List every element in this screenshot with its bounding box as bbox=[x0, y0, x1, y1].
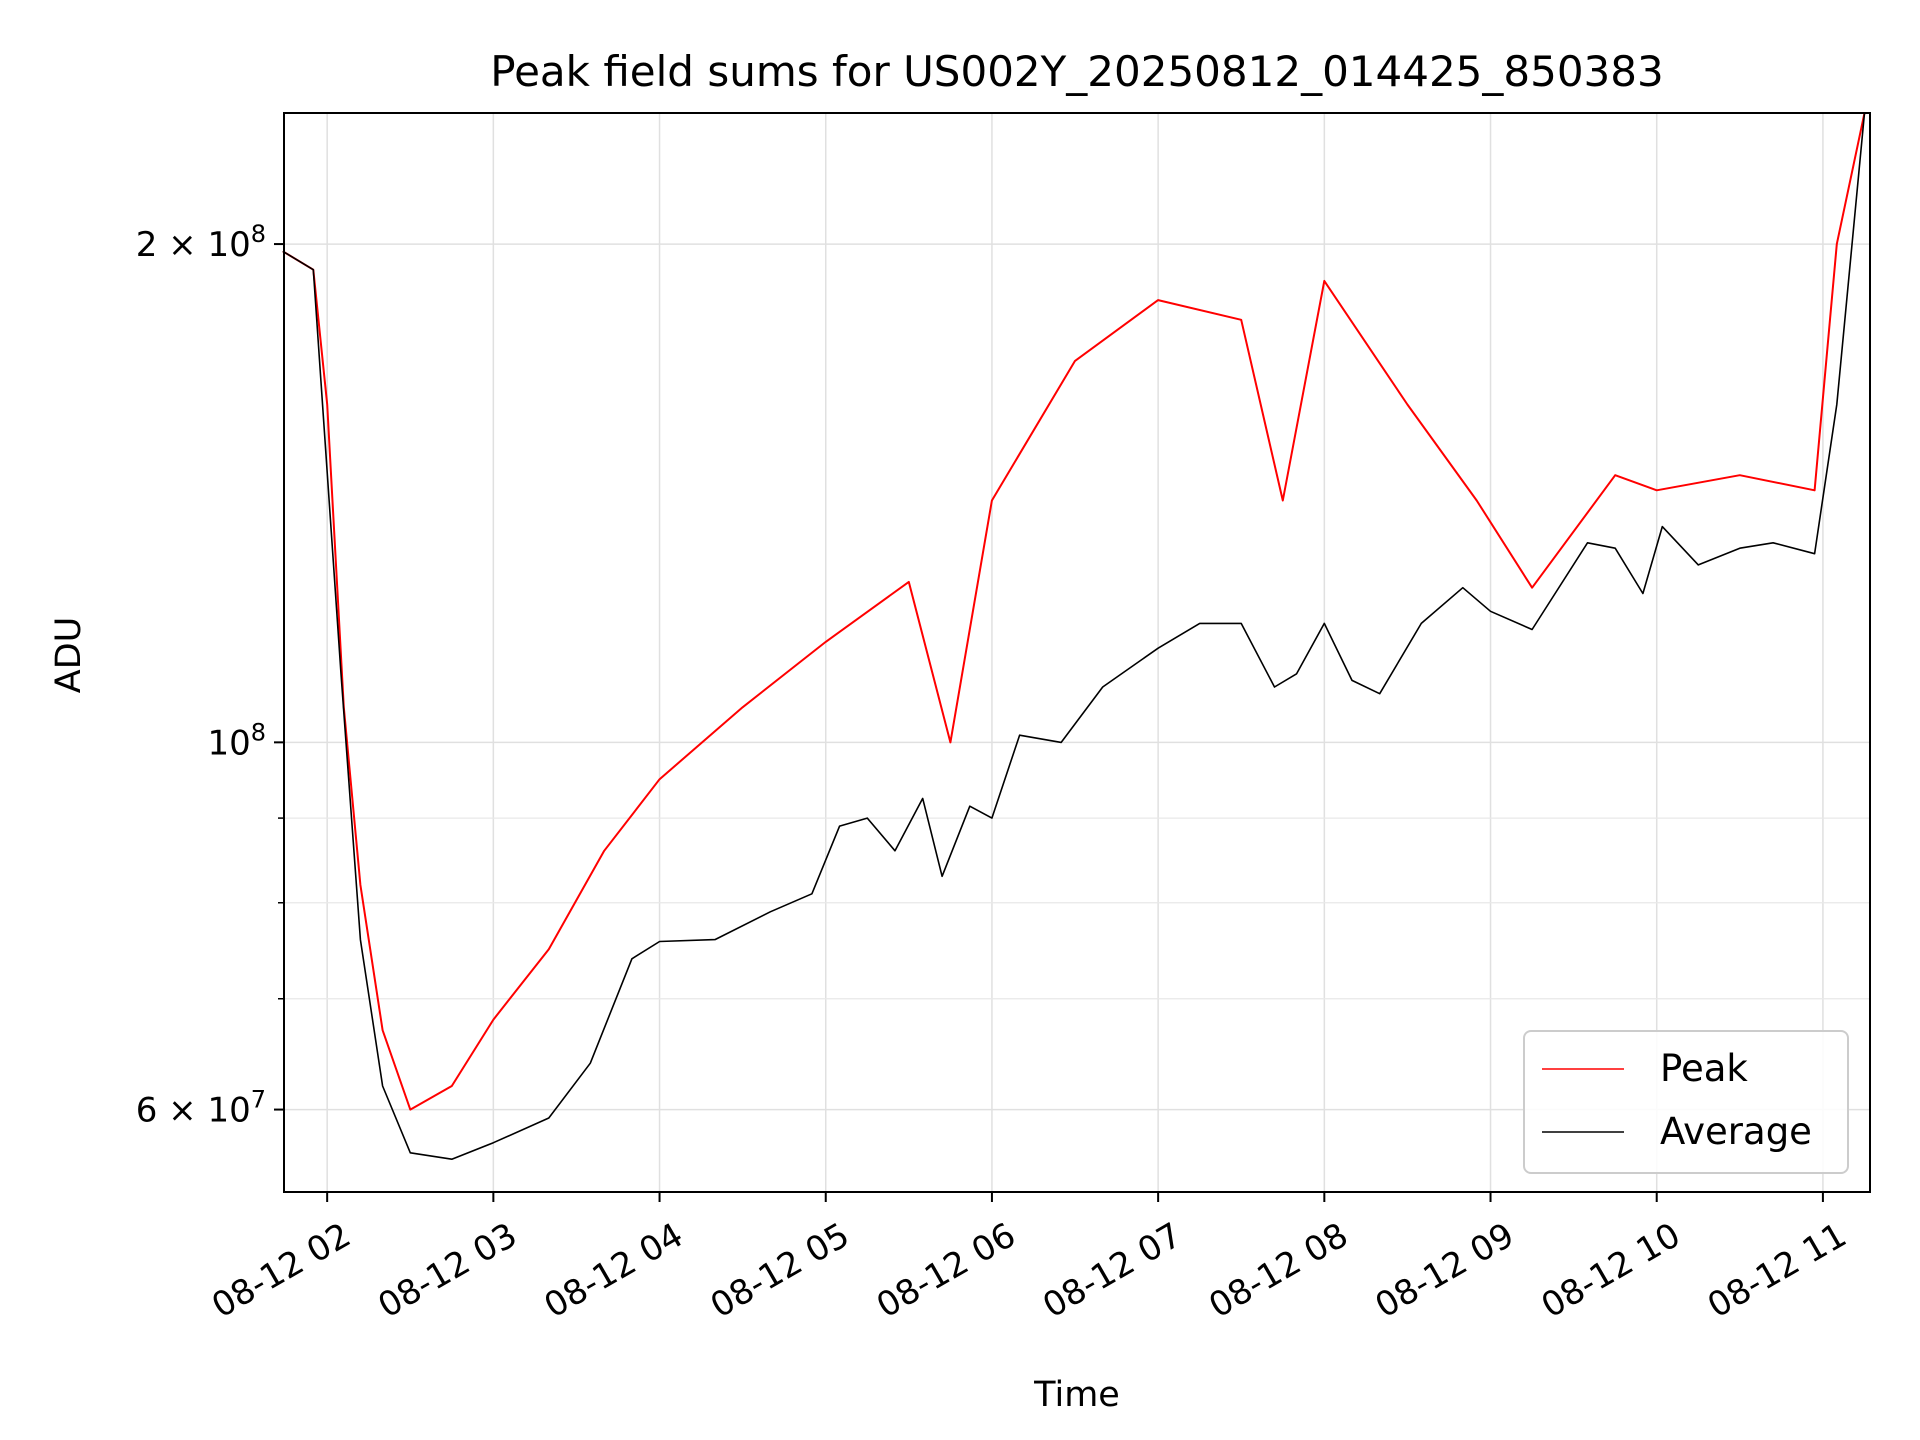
legend-label-average: Average bbox=[1660, 1110, 1812, 1153]
y-tick-label: 6 × 107 bbox=[136, 1086, 266, 1131]
chart-title: Peak field sums for US002Y_20250812_0144… bbox=[490, 47, 1663, 96]
y-axis-label: ADU bbox=[49, 617, 89, 694]
plot-area-background bbox=[284, 113, 1870, 1192]
y-axis-ticks: 6 × 107 108 2 × 108 bbox=[136, 220, 284, 1131]
grid-lines bbox=[284, 113, 1870, 1192]
legend-box bbox=[1523, 1030, 1849, 1174]
series-line-average bbox=[282, 112, 1866, 1160]
y-tick-label: 2 × 108 bbox=[136, 220, 266, 265]
legend: Peak Average bbox=[1523, 1030, 1849, 1174]
y-tick-label: 108 bbox=[207, 718, 266, 763]
plot-frame bbox=[283, 112, 1871, 1193]
series-line-peak bbox=[282, 112, 1866, 1111]
series-lines bbox=[282, 112, 1866, 1160]
legend-label-peak: Peak bbox=[1660, 1047, 1748, 1090]
x-axis-label: Time bbox=[1033, 1375, 1120, 1415]
